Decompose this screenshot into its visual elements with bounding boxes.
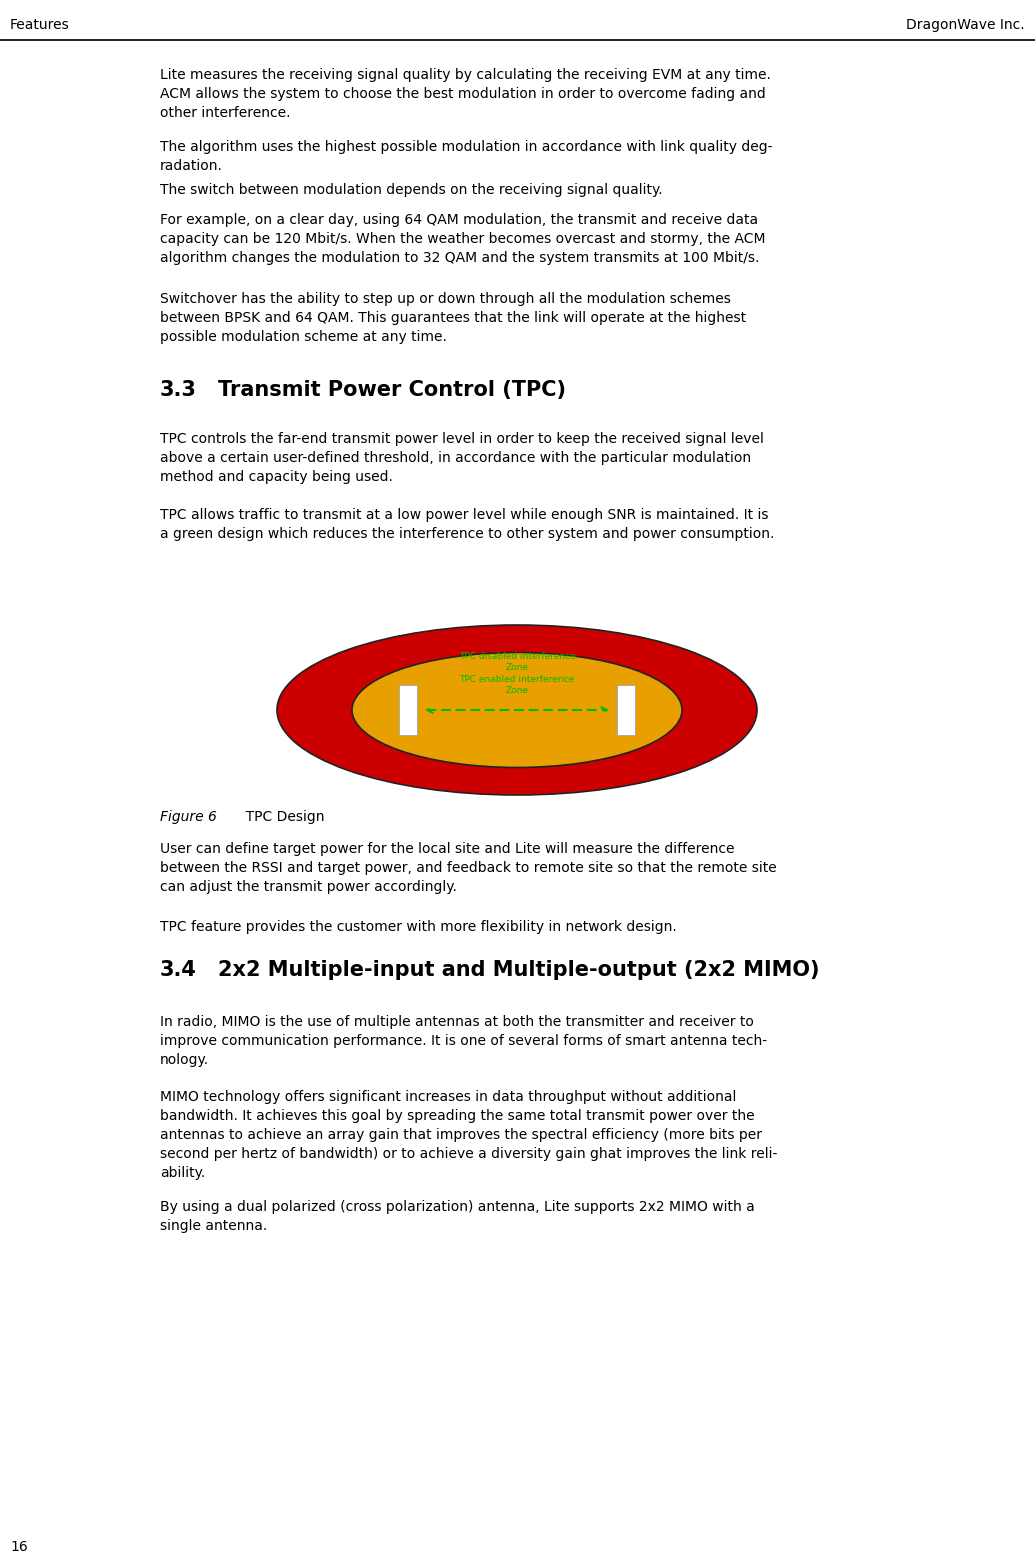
Text: In radio, MIMO is the use of multiple antennas at both the transmitter and recei: In radio, MIMO is the use of multiple an… [160, 1015, 767, 1067]
Text: TPC controls the far-end transmit power level in order to keep the received sign: TPC controls the far-end transmit power … [160, 432, 764, 484]
Text: 3.4: 3.4 [160, 959, 197, 980]
Text: DragonWave Inc.: DragonWave Inc. [907, 19, 1025, 33]
Bar [617, 686, 634, 736]
Text: The switch between modulation depends on the receiving signal quality.: The switch between modulation depends on… [160, 183, 662, 197]
Ellipse shape [277, 625, 757, 795]
Bar [400, 686, 417, 736]
Text: TPC Design: TPC Design [215, 810, 325, 824]
Text: Figure 6: Figure 6 [160, 810, 217, 824]
Text: Lite measures the receiving signal quality by calculating the receiving EVM at a: Lite measures the receiving signal quali… [160, 68, 771, 120]
Ellipse shape [352, 653, 682, 768]
Text: TPC enabled interference
Zone: TPC enabled interference Zone [460, 675, 574, 695]
Text: The algorithm uses the highest possible modulation in accordance with link quali: The algorithm uses the highest possible … [160, 140, 772, 173]
Text: Features: Features [10, 19, 69, 33]
Text: 2x2 Multiple-input and Multiple-output (2x2 MIMO): 2x2 Multiple-input and Multiple-output (… [218, 959, 820, 980]
Text: For example, on a clear day, using 64 QAM modulation, the transmit and receive d: For example, on a clear day, using 64 QA… [160, 213, 766, 264]
Text: TPC allows traffic to transmit at a low power level while enough SNR is maintain: TPC allows traffic to transmit at a low … [160, 508, 774, 541]
Text: 3.3: 3.3 [160, 379, 197, 400]
Text: 16: 16 [10, 1539, 28, 1553]
Text: User can define target power for the local site and Lite will measure the differ: User can define target power for the loc… [160, 841, 776, 894]
Text: TPC disabled interference
Zone: TPC disabled interference Zone [459, 653, 575, 672]
Text: By using a dual polarized (cross polarization) antenna, Lite supports 2x2 MIMO w: By using a dual polarized (cross polariz… [160, 1200, 755, 1233]
Text: Transmit Power Control (TPC): Transmit Power Control (TPC) [218, 379, 566, 400]
Text: MIMO technology offers significant increases in data throughput without addition: MIMO technology offers significant incre… [160, 1090, 777, 1180]
Text: TPC feature provides the customer with more flexibility in network design.: TPC feature provides the customer with m… [160, 921, 677, 935]
Text: Switchover has the ability to step up or down through all the modulation schemes: Switchover has the ability to step up or… [160, 292, 746, 344]
